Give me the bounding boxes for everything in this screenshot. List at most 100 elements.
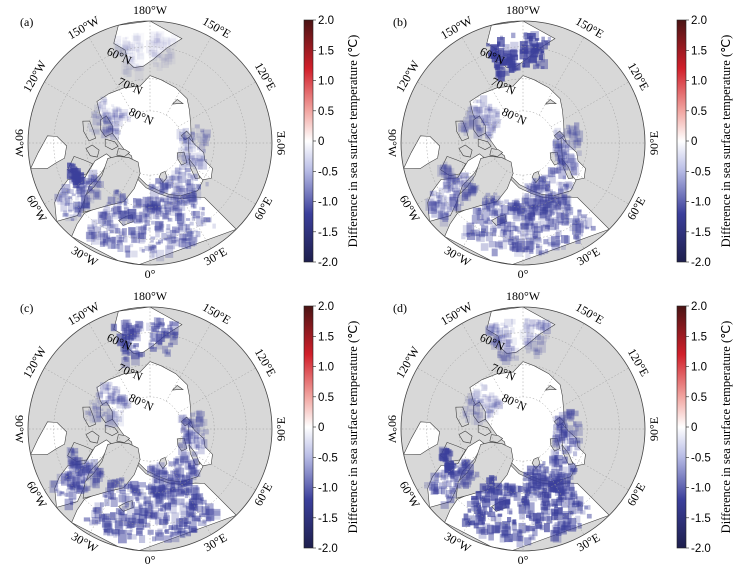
map-panel-d: (d) 150°W 180°W 120°W 150°E 90°W 120°E 60°W 90°E…: [373, 286, 746, 571]
longitude-label: 90°W: [12, 415, 26, 444]
colorbar: [303, 305, 314, 549]
sst-anomaly-barents: [522, 166, 574, 216]
island: [85, 144, 100, 158]
island: [158, 456, 168, 470]
colorbar: [676, 305, 687, 549]
hudson-bay: [403, 135, 440, 169]
colorbar-title: Difference in sea surface temperature (℃…: [346, 35, 360, 248]
island: [561, 444, 574, 465]
colorbar-tick-label: -0.5: [691, 166, 711, 178]
island: [176, 151, 188, 166]
colorbar-tick-label: -1.5: [691, 227, 711, 239]
longitude-label: 0°: [145, 553, 156, 567]
colorbar-tick-label: 0: [691, 136, 697, 148]
map-frame: [27, 20, 273, 266]
island: [104, 424, 119, 437]
greenland: [455, 155, 514, 213]
map-panel-b: (b) 150°W 180°W 120°W 150°E 90°W 120°E 60°W 90°E…: [373, 0, 746, 285]
island: [458, 144, 473, 158]
colorbar-title: Difference in sea surface temperature (℃…: [346, 321, 360, 534]
sst-anomaly-kara: [176, 124, 211, 170]
colorbar-tick-label: -1.5: [691, 513, 711, 525]
longitude-label: 180°W: [506, 3, 541, 17]
sst-anomaly-edge: [438, 446, 457, 477]
island: [553, 416, 565, 427]
sst-anomaly-bering: [485, 318, 519, 365]
sst-anomaly-labrador: [425, 172, 480, 227]
colorbar-tick-label: 2.0: [691, 15, 707, 27]
colorbar-tick-label: 1.5: [318, 45, 334, 57]
sst-anomaly-barents: [521, 449, 578, 502]
sst-anomaly-labrador: [49, 459, 105, 511]
colorbar-tick-label: -1.5: [318, 227, 338, 239]
colorbar-tick-label: 1.0: [318, 362, 334, 374]
longitude-label: 0°: [518, 553, 529, 567]
island: [544, 99, 557, 105]
panel-label: (d): [393, 301, 407, 315]
longitude-label: 90°W: [12, 129, 26, 158]
sst-anomaly-canadian: [458, 95, 502, 142]
longitude-label: 90°E: [647, 417, 661, 441]
island: [440, 156, 467, 176]
colorbar-tick-label: -2.0: [691, 257, 711, 269]
island: [171, 99, 184, 105]
polar-map-svg: (d) 150°W180°W120°W150°E90°W120°E60°W90°E…: [385, 289, 733, 567]
island: [180, 130, 192, 141]
graticule: [401, 307, 645, 551]
colorbar-tick-label: -1.0: [318, 483, 338, 495]
sst-anomaly-kara: [552, 408, 583, 457]
island: [104, 138, 119, 151]
island: [549, 151, 561, 166]
colorbar-title: Difference in sea surface temperature (℃…: [719, 35, 733, 248]
colorbar: [303, 19, 314, 263]
colorbar-tick-label: -2.0: [318, 543, 338, 555]
island: [549, 437, 561, 452]
island: [455, 120, 469, 142]
map-panel-c: (c) 150°W 180°W 120°W 150°E 90°W 120°E 60°W 90°E…: [0, 286, 373, 571]
island: [100, 115, 114, 138]
island: [176, 437, 188, 452]
colorbar-tick-label: -0.5: [691, 452, 711, 464]
colorbar-tick-label: 0.5: [691, 106, 707, 118]
sst-anomaly-bering: [486, 32, 521, 82]
graticule: [28, 21, 272, 265]
island: [67, 442, 94, 462]
longitude-label: 90°E: [274, 131, 288, 155]
sst-anomaly-kara: [552, 122, 584, 176]
sst-anomaly-kara: [177, 409, 209, 457]
longitude-label: 180°W: [133, 3, 168, 17]
panel-label: (c): [20, 301, 33, 315]
sst-anomaly-bering-west: [519, 31, 552, 70]
colorbar-tick-label: -0.5: [318, 166, 338, 178]
island: [188, 444, 201, 465]
sst-anomaly-bering-west: [519, 317, 553, 360]
sst-anomaly-canadian: [87, 96, 131, 140]
polar-map-svg: (b) 150°W180°W120°W150°E90°W120°E60°W90°E…: [385, 3, 733, 281]
island: [85, 430, 100, 444]
longitude-label: 90°E: [647, 131, 661, 155]
colorbar-tick-label: 2.0: [691, 301, 707, 313]
map-frame: [27, 306, 273, 552]
colorbar-tick-label: 0: [318, 422, 324, 434]
island: [171, 385, 184, 391]
island: [473, 115, 487, 138]
colorbar-tick-label: -1.0: [691, 483, 711, 495]
island: [553, 130, 565, 141]
colorbar-tick-label: 1.5: [691, 331, 707, 343]
colorbar-tick-label: 0.5: [691, 392, 707, 404]
sst-anomaly-bering-west: [146, 31, 178, 71]
sst-anomaly-edge: [437, 161, 460, 188]
colorbar-tick-label: 1.0: [691, 76, 707, 88]
colorbar-tick-label: 2.0: [318, 301, 334, 313]
colorbar-tick-label: 1.5: [318, 331, 334, 343]
sst-anomaly-edge: [66, 162, 86, 189]
sst-anomaly-barents: [147, 451, 201, 507]
sst-anomaly-atlantic: [85, 188, 216, 262]
longitude-label: 0°: [518, 267, 529, 281]
panel-label: (b): [393, 15, 407, 29]
sst-anomaly-edge: [66, 447, 86, 475]
island: [477, 138, 492, 151]
colorbar-tick-label: 0.5: [318, 392, 334, 404]
island: [158, 170, 168, 184]
